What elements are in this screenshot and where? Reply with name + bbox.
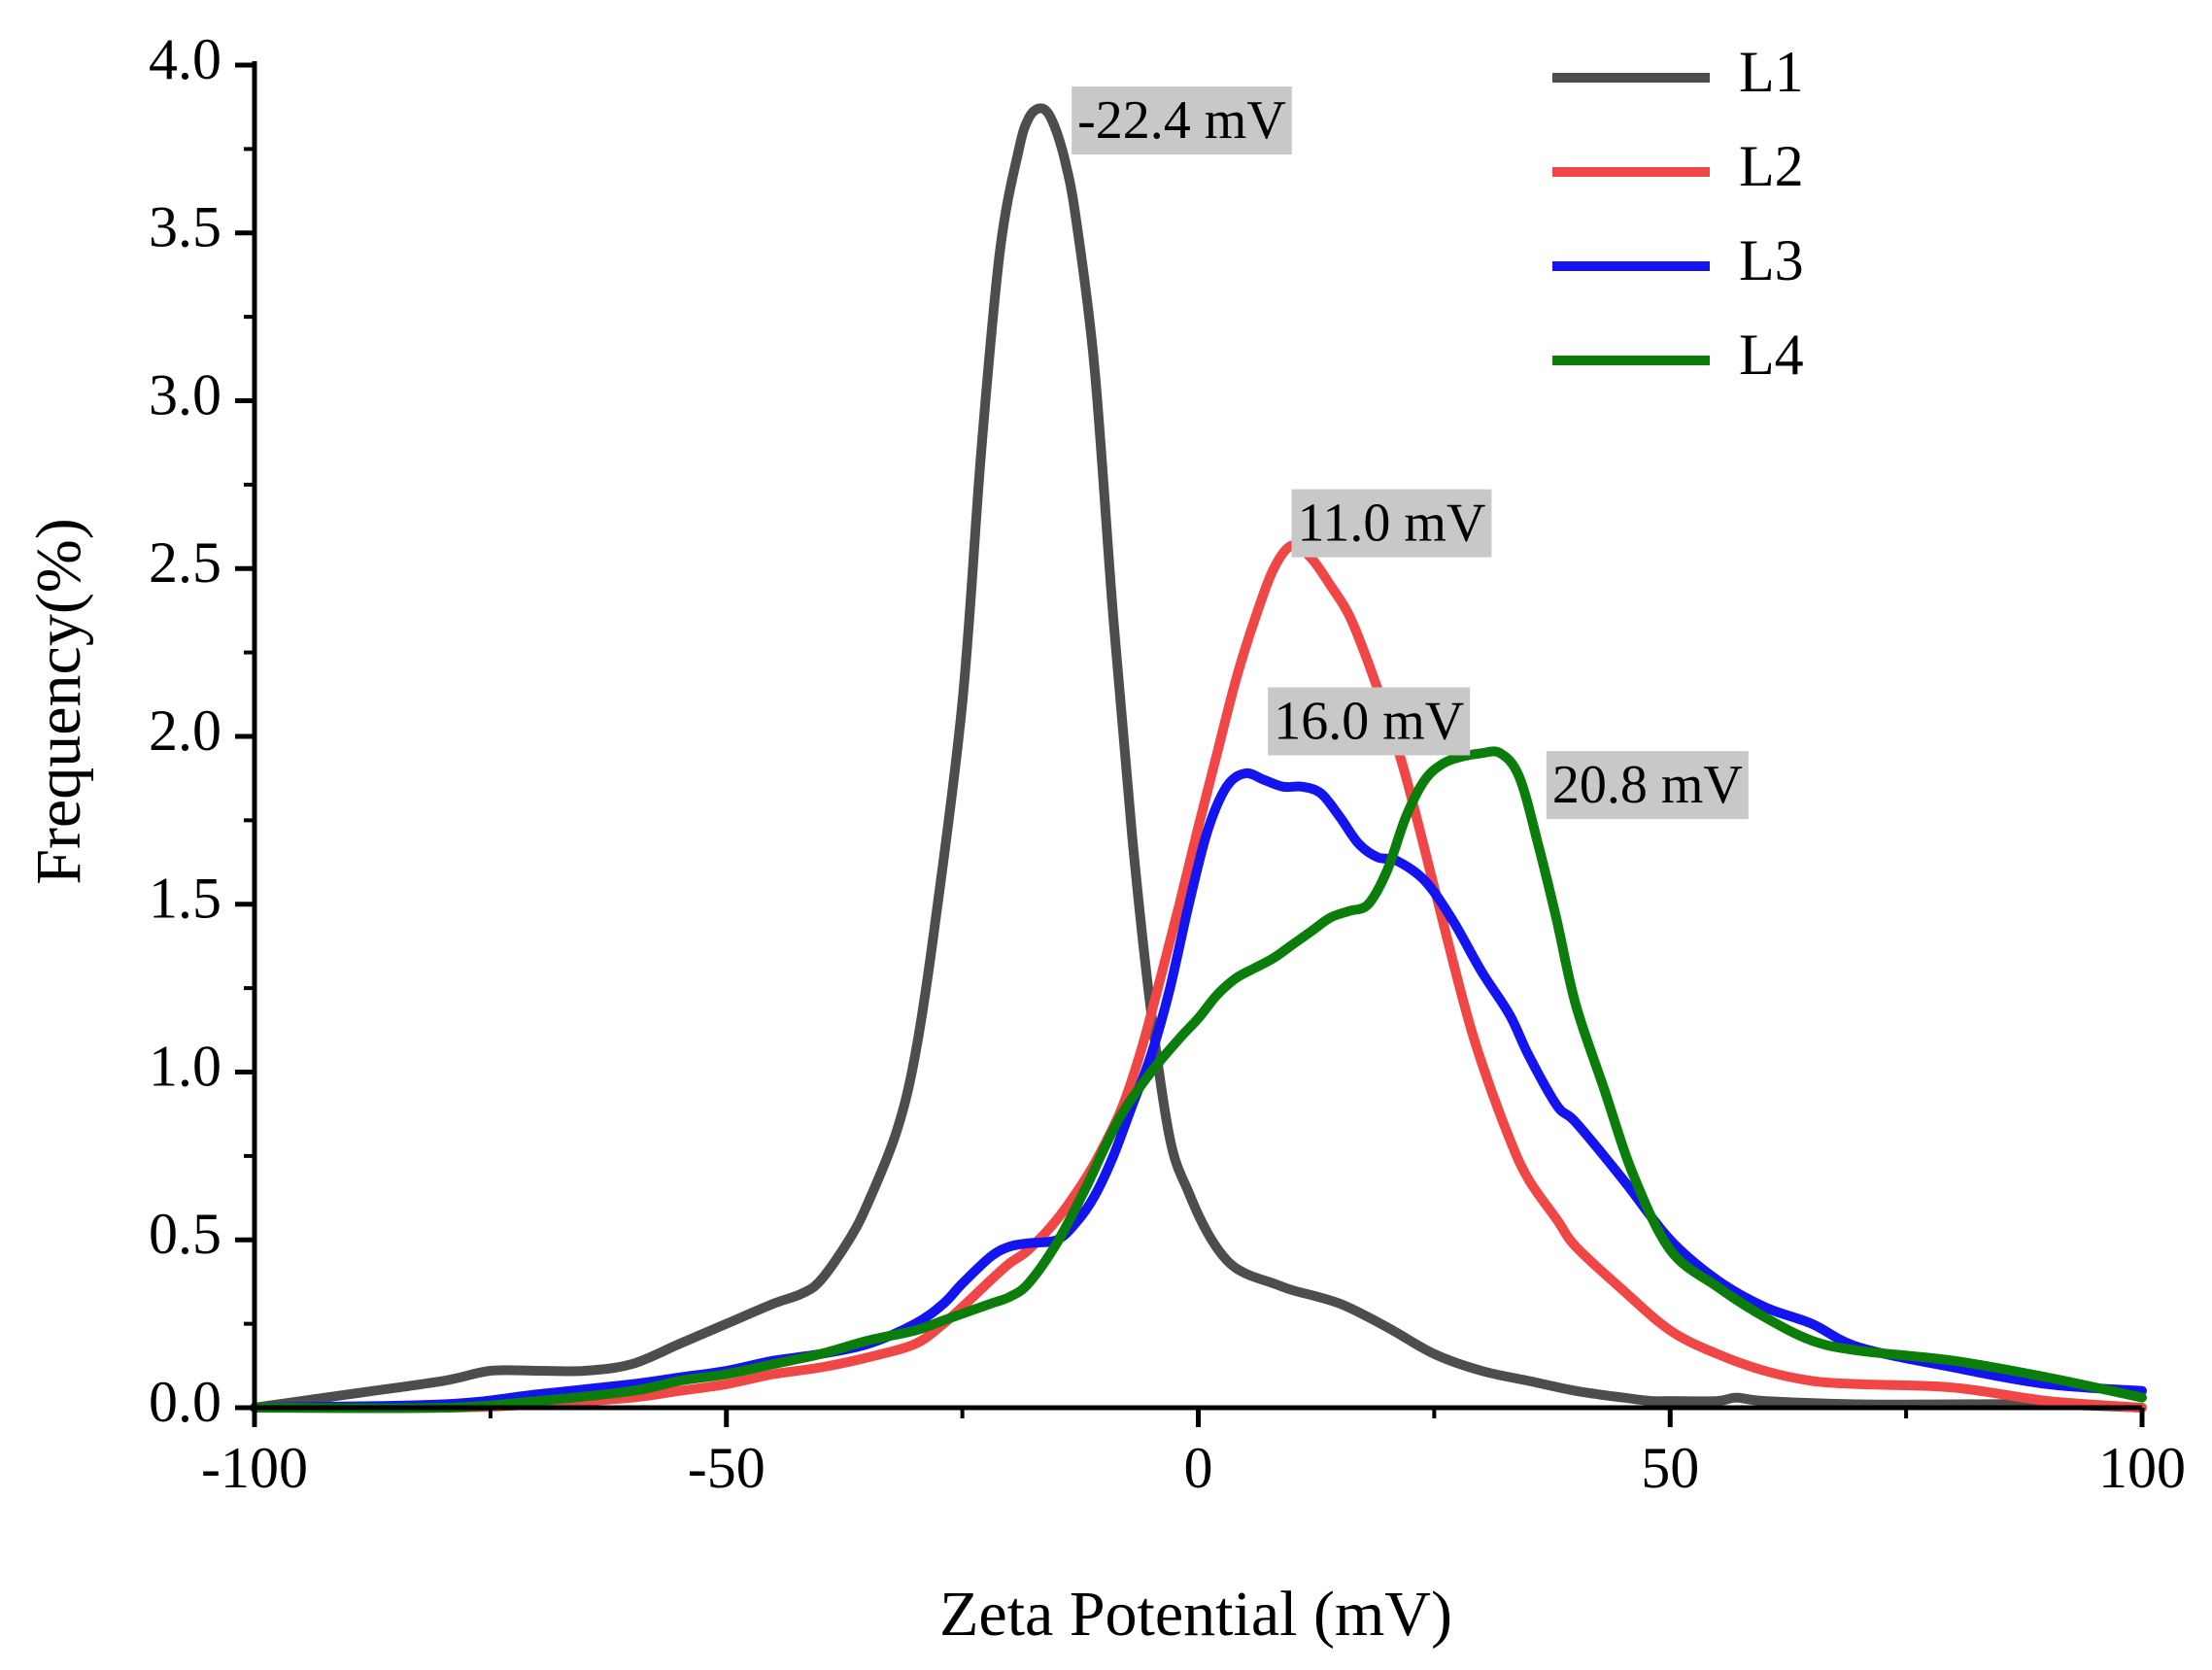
series-line-l1	[250, 103, 2147, 1413]
y-tick-label: 0.0	[149, 1370, 221, 1434]
y-tick-label: 1.5	[149, 867, 221, 931]
annotation-box	[1268, 687, 1471, 756]
annotation-label: 20.8 mV	[1552, 755, 1743, 815]
peak-annotation: 20.8 mV	[1546, 751, 1749, 820]
legend-item-l4: L4	[1552, 323, 1804, 387]
legend-label: L3	[1739, 228, 1804, 292]
x-tick-label: 0	[1184, 1436, 1213, 1500]
legend-label: L1	[1739, 40, 1804, 104]
annotation-box	[1546, 751, 1749, 820]
peak-annotation: 16.0 mV	[1268, 687, 1471, 756]
axes-layer: 0.0 0.5 1.0 1.5 2.0 2.5 3.0 3.5 4.0 -100 -50 0 50 100	[149, 27, 2186, 1500]
x-tick-label: -100	[201, 1436, 308, 1500]
y-tick-label: 2.0	[149, 699, 221, 763]
legend-label: L4	[1739, 323, 1804, 387]
annotation-label: 11.0 mV	[1298, 494, 1486, 554]
annotation-layer: -22.4 mV 11.0 mV 16.0 mV 20.8 mV	[1072, 86, 1749, 820]
peak-annotation: -22.4 mV	[1072, 86, 1292, 155]
legend-item-l1: L1	[1552, 40, 1804, 104]
legend-item-l2: L2	[1552, 134, 1804, 198]
x-axis-label: Zeta Potential (mV)	[939, 1579, 1452, 1650]
x-tick-label: -50	[688, 1436, 766, 1500]
series-line-l2	[250, 539, 2147, 1414]
y-tick-label: 4.0	[149, 27, 221, 91]
annotation-label: 16.0 mV	[1274, 691, 1464, 751]
legend-label: L2	[1739, 134, 1804, 198]
y-tick-label: 3.5	[149, 195, 221, 259]
annotation-box	[1072, 86, 1292, 155]
x-tick-label: 100	[2098, 1436, 2186, 1500]
x-tick-label: 50	[1641, 1436, 1699, 1500]
y-axis-label: Frequency(%)	[23, 518, 94, 885]
peak-annotation: 11.0 mV	[1291, 489, 1492, 558]
series-line-l4	[250, 746, 2147, 1414]
series-line-l3	[250, 767, 2147, 1413]
y-tick-label: 0.5	[149, 1202, 221, 1266]
y-tick-label: 3.0	[149, 362, 221, 426]
y-tick-label: 2.5	[149, 530, 221, 595]
annotation-label: -22.4 mV	[1077, 90, 1286, 151]
annotation-box	[1291, 489, 1492, 558]
legend: L1 L2 L3 L4	[1552, 40, 1804, 387]
legend-item-l3: L3	[1552, 228, 1804, 292]
series-layer	[250, 103, 2147, 1414]
y-tick-label: 1.0	[149, 1034, 221, 1098]
